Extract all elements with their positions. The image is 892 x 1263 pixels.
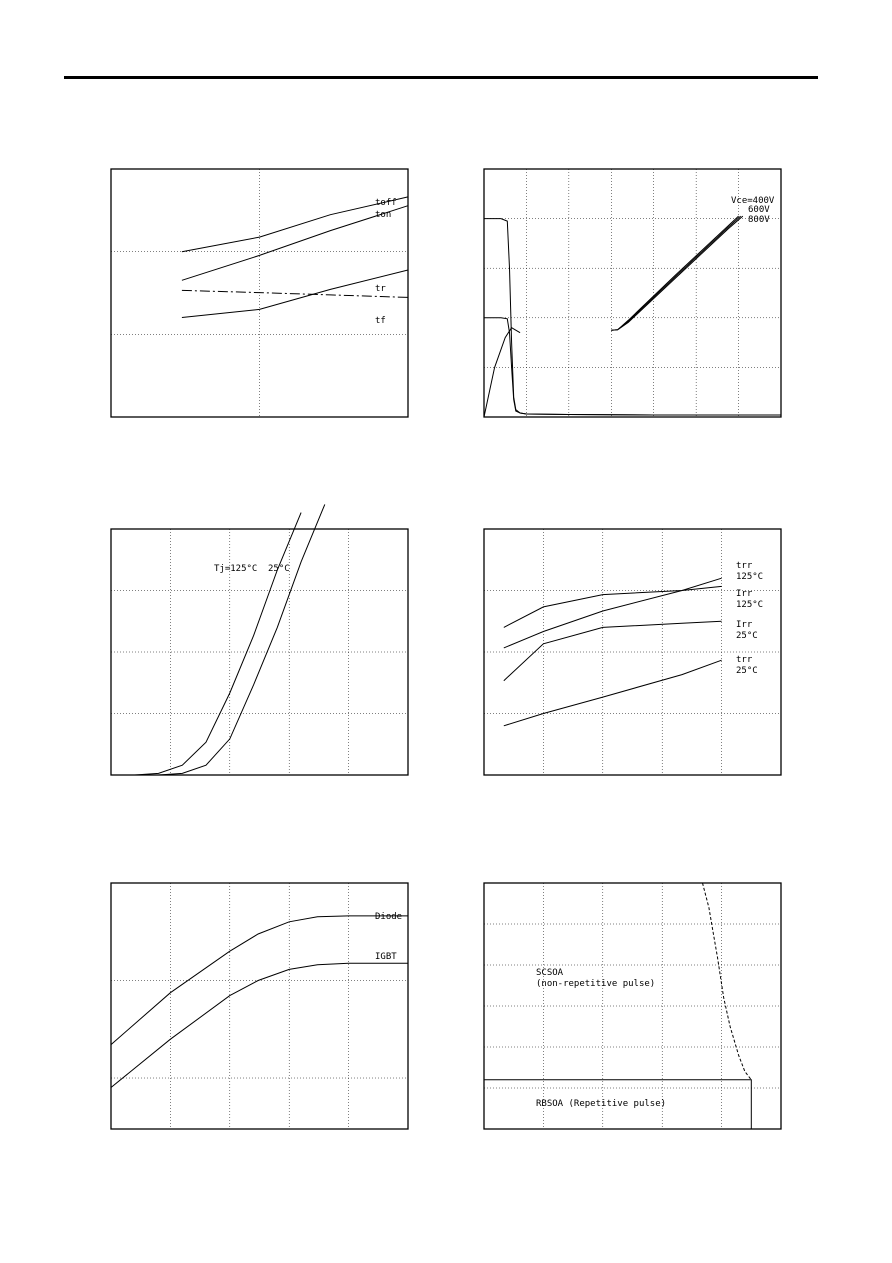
- label-scsoa: SCSOA: [536, 968, 564, 978]
- top-rule: [64, 76, 818, 79]
- series-line-3: [611, 215, 739, 331]
- plot-frame: [110, 882, 409, 1130]
- series-line-0: [134, 512, 302, 776]
- plot-frame: [483, 168, 782, 418]
- plot-frame: [110, 528, 409, 776]
- switching-waveform-chart: Vce=400V 600V 800V: [483, 168, 782, 418]
- series-line-1: [484, 1079, 752, 1129]
- series-line-5: [611, 215, 744, 331]
- label-25c: 25°C: [268, 564, 290, 574]
- switching-time-chart: toff ton tr tf: [110, 168, 409, 418]
- series-line-0: [702, 882, 752, 1081]
- plot-frame: [483, 528, 782, 776]
- plot-frame: [110, 168, 409, 418]
- series-line-4: [611, 215, 742, 331]
- series-line-1: [484, 317, 781, 416]
- label-tf: tf: [375, 316, 386, 326]
- series-line-1: [110, 962, 408, 1088]
- label-trr-25c: trr 25°C: [736, 655, 758, 676]
- series-line-2: [483, 327, 521, 418]
- series-line-2: [503, 620, 722, 682]
- transient-thermal-impedance-chart: Diode IGBT: [110, 882, 409, 1130]
- series-line-0: [181, 196, 409, 253]
- reverse-recovery-chart: trr 125°C Irr 125°C Irr 25°C trr 25°C: [483, 528, 782, 776]
- series-line-1: [503, 577, 722, 649]
- label-non-repetitive-pulse: (non-repetitive pulse): [536, 979, 655, 989]
- label-trr-125c: trr 125°C: [736, 561, 763, 582]
- label-tj-125c: Tj=125°C: [214, 564, 257, 574]
- series-line-1: [158, 504, 326, 776]
- label-vce-400v: Vce=400V: [731, 196, 775, 206]
- label-igbt: IGBT: [375, 952, 397, 962]
- safe-operating-area-chart: SCSOA (non-repetitive pulse) RBSOA (Repe…: [483, 882, 782, 1130]
- plot-frame: [483, 882, 782, 1130]
- label-irr-125c: Irr 125°C: [736, 589, 763, 610]
- series-line-1: [181, 205, 409, 281]
- label-diode: Diode: [375, 912, 402, 922]
- label-800v: 800V: [748, 215, 770, 225]
- series-line-3: [181, 289, 409, 298]
- series-line-0: [110, 915, 408, 1045]
- label-tr: tr: [375, 284, 386, 294]
- label-rbsoa: RBSOA (Repetitive pulse): [536, 1099, 666, 1109]
- series-line-0: [503, 585, 722, 628]
- forward-characteristic-chart: Tj=125°C 25°C: [110, 504, 409, 776]
- label-600v: 600V: [748, 205, 770, 215]
- series-line-3: [503, 659, 722, 727]
- label-irr-25c: Irr 25°C: [736, 620, 758, 641]
- label-ton: ton: [375, 210, 391, 220]
- label-toff: toff: [375, 198, 397, 208]
- series-line-2: [181, 269, 409, 318]
